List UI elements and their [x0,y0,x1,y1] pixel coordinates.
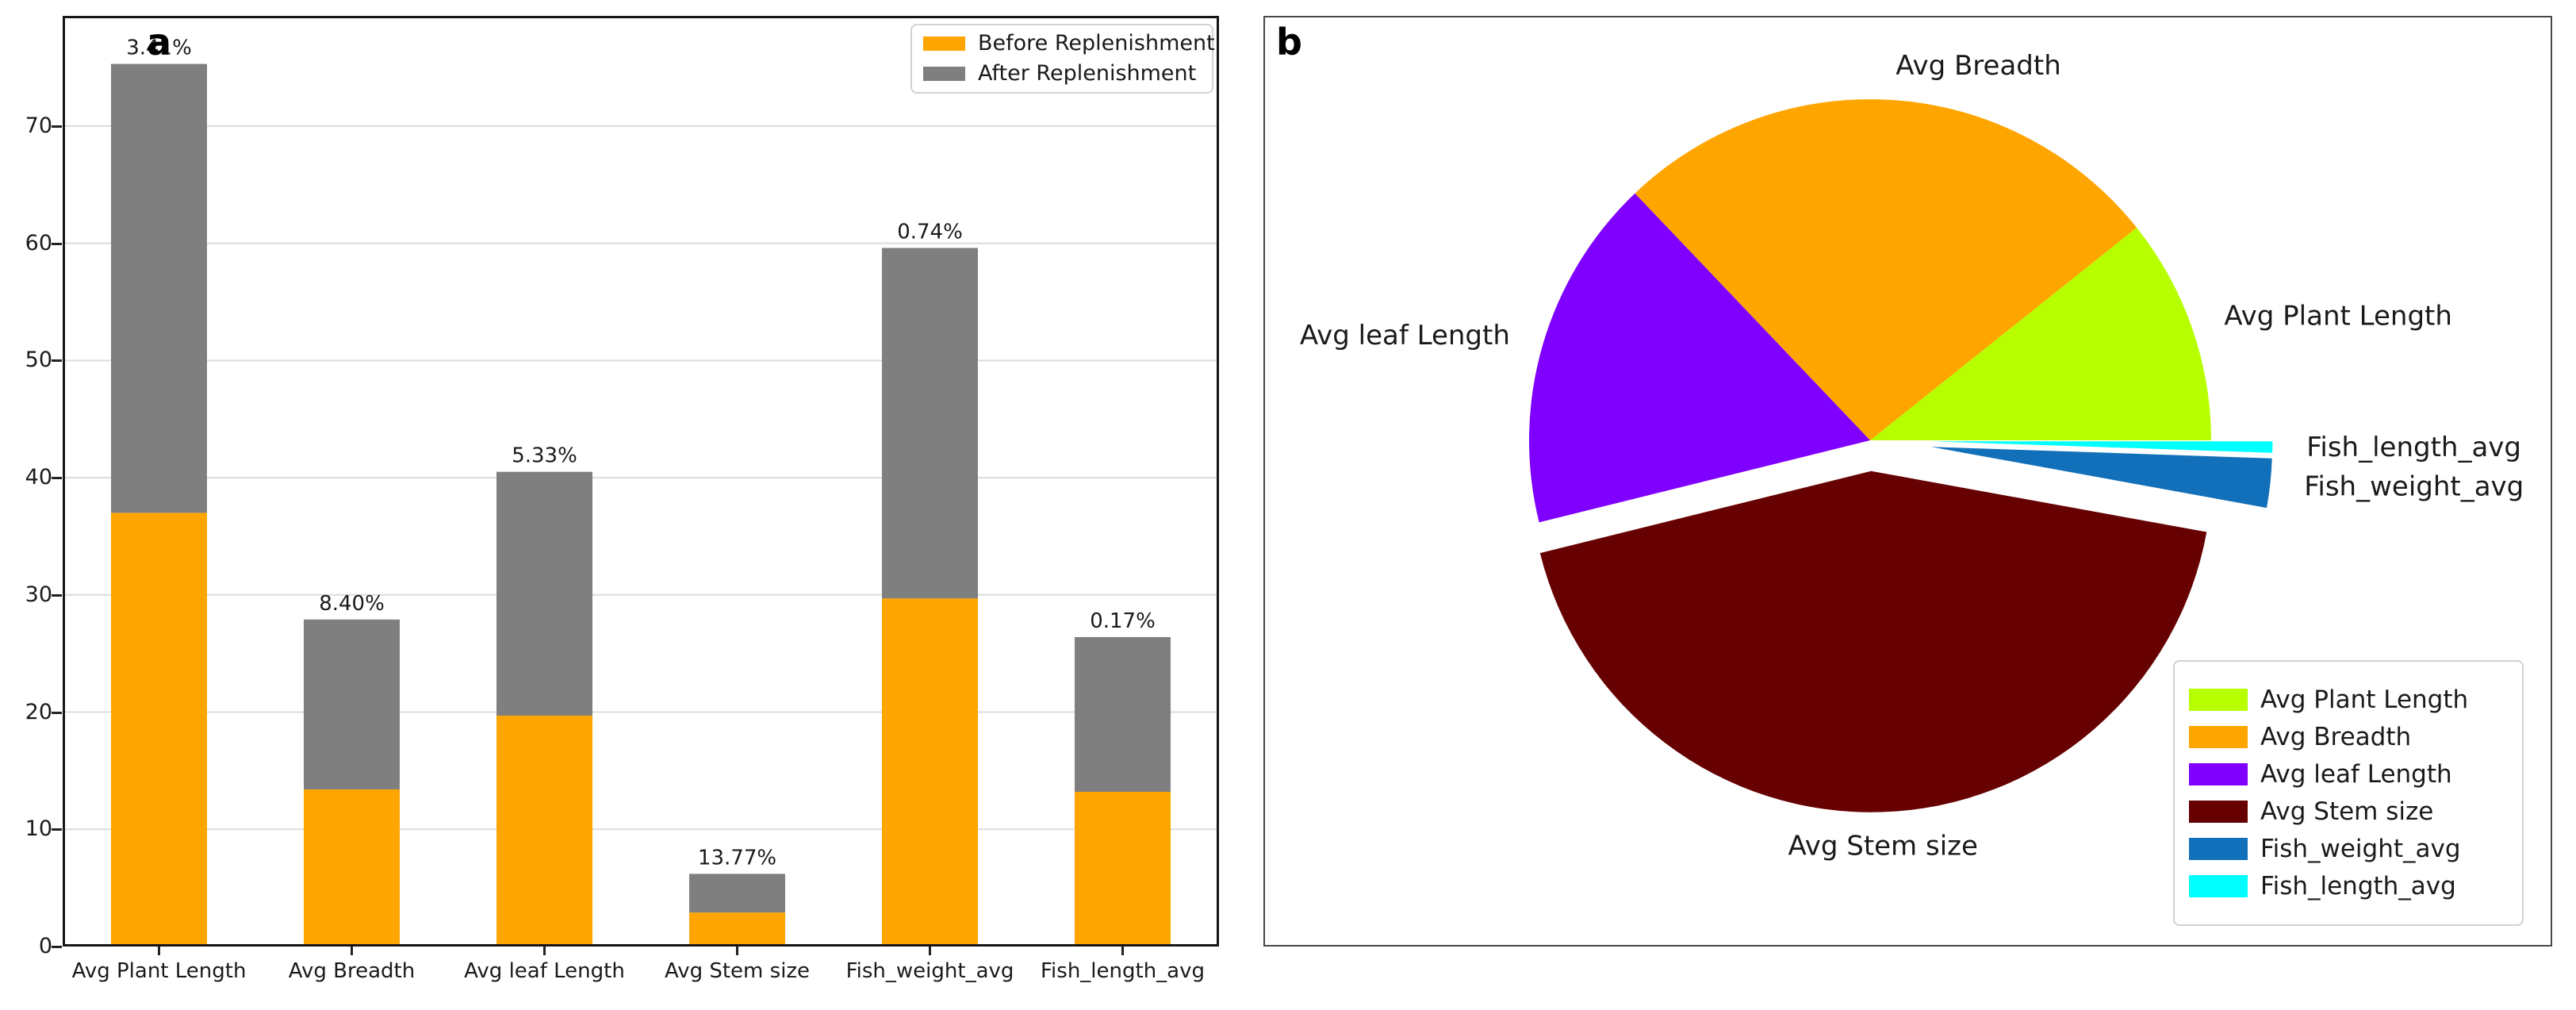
y-tick-label: 30 [25,582,52,607]
pie-slice-label: Avg Plant Length [2224,301,2452,332]
pie-chart-legend: Avg Plant Length Avg Breadth Avg leaf Leng… [2173,660,2524,926]
x-tick-label: Fish_length_avg [1040,959,1205,983]
y-tick-label: 10 [25,816,52,842]
x-tick-mark [736,947,738,955]
y-tick-label: 20 [25,699,52,724]
bar-percent-label: 5.33% [512,444,577,468]
legend-swatch [2189,762,2248,785]
y-tick-mark [52,828,62,831]
x-tick-mark [351,947,353,955]
y-tick-mark [52,242,62,245]
bar-segment-after [882,248,978,599]
bar-segment-before [882,598,978,947]
pie-slice-label: Avg leaf Length [1300,320,1510,351]
x-tick-label: Avg Plant Length [71,959,247,983]
y-tick-label: 50 [25,348,52,373]
bar-percent-label: 8.40% [319,592,385,616]
bar-percent-label: 3.41% [126,36,192,60]
legend-label: Before Replenishment [978,31,1215,56]
bar-segment-after [1075,636,1171,792]
legend-item: Avg Breadth [2189,724,2508,751]
pie-slice [1870,227,2211,440]
legend-label: Fish_length_avg [2260,872,2456,901]
legend-swatch [2189,725,2248,748]
legend-label: Avg leaf Length [2260,759,2452,789]
y-tick-mark [52,593,62,597]
legend-swatch [2189,688,2248,711]
legend-swatch [2189,875,2248,898]
legend-item: Fish_length_avg [2189,873,2508,900]
legend-label: After Replenishment [978,61,1197,86]
legend-item: Fish_weight_avg [2189,835,2508,862]
x-tick-label: Avg Stem size [664,959,811,983]
legend-item: Avg leaf Length [2189,761,2508,788]
pie-slice-label: Avg Breadth [1896,50,2061,82]
y-tick-mark [52,477,62,480]
bar-segment-before [304,789,400,947]
pie-slice [1539,470,2207,812]
bar-percent-label: 13.77% [698,846,776,870]
x-tick-mark [929,947,931,955]
panel-a-label: a [147,21,172,63]
x-tick-mark [543,947,546,955]
y-tick-label: 0 [38,934,52,958]
bar-segment-before [689,912,785,947]
legend-label: Avg Stem size [2260,797,2434,826]
legend-item: Before Replenishment [923,32,1215,56]
pie-slice [1931,441,2273,453]
panel-b-label: b [1276,21,1302,63]
legend-item: Avg Plant Length [2189,686,2508,713]
bar-percent-label: 0.74% [897,221,963,244]
pie-slice [1528,193,1870,523]
legend-swatch [923,66,965,81]
bar-segment-before [496,715,592,947]
x-tick-label: Fish_weight_avg [845,959,1014,983]
legend-item: Avg Stem size [2189,798,2508,825]
bar-segment-before [111,513,207,947]
pie-chart: Avg Plant Length Avg Breadth Avg leaf Leng… [1300,50,2524,862]
bar-segment-after [111,63,207,513]
pie-slice [1635,99,2137,441]
legend-label: Avg Plant Length [2260,685,2469,714]
bar-percent-label: 0.17% [1090,609,1156,633]
bar-segment-before [1075,791,1171,947]
legend-swatch [2189,801,2248,824]
bar-chart: 3.41% 8.40% 5.33% 13.77% 0.74% 0.17% [63,36,1219,947]
y-tick-label: 60 [25,230,52,255]
panel-a-axes: 3.41% 8.40% 5.33% 13.77% 0.74% 0.17% a [63,16,1219,947]
legend-label: Fish_weight_avg [2260,835,2461,864]
y-tick-mark [52,359,62,363]
x-tick-mark [1121,947,1124,955]
legend-label: Avg Breadth [2260,722,2412,751]
panel-b-axes: Avg Plant Length Avg Breadth Avg leaf Leng… [1263,16,2552,947]
x-tick-label: Avg leaf Length [464,959,625,983]
x-tick-label: Avg Breadth [288,959,416,983]
bar-segment-after [689,874,785,913]
y-tick-label: 40 [25,465,52,490]
pie-slice-label: Avg Stem size [1788,830,1977,862]
y-tick-mark [52,125,62,128]
y-tick-mark [52,946,62,948]
legend-swatch [2189,838,2248,861]
legend-swatch [923,36,965,52]
legend-item: After Replenishment [923,62,1201,86]
y-tick-mark [52,711,62,714]
pie-slice [1931,447,2272,509]
y-tick-label: 70 [25,113,52,138]
x-tick-mark [158,947,160,955]
bar-chart-legend: Before Replenishment After Replenishment [910,24,1215,94]
bar-segment-after [496,471,592,716]
bar-segment-after [304,619,400,790]
pie-slice-label: Fish_weight_avg [2304,471,2524,503]
pie-slice-label: Fish_length_avg [2306,432,2521,463]
